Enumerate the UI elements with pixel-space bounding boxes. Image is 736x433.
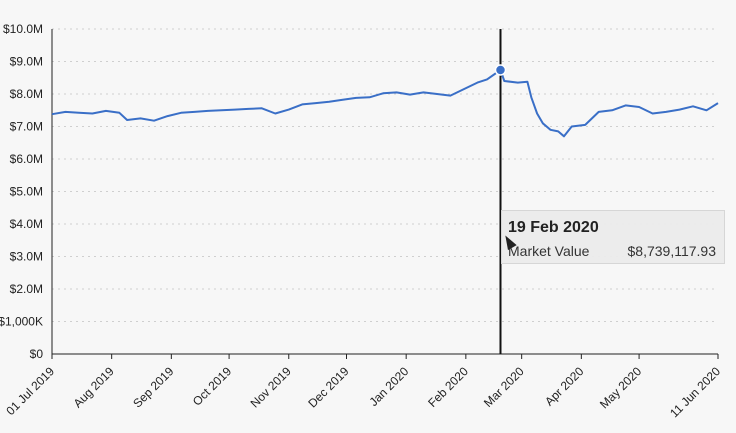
y-tick-label: $3.0M [10,250,43,264]
x-tick-label: Jan 2020 [366,364,411,409]
x-tick-label: Sep 2019 [130,364,176,410]
x-tick-label: 01 Jul 2019 [3,364,57,418]
x-tick-label: Aug 2019 [71,364,117,410]
hover-point-marker [494,64,507,76]
x-tick-label: May 2020 [597,364,644,411]
y-tick-label: $2.0M [10,282,43,296]
x-tick-label: Oct 2019 [190,364,235,409]
y-tick-label: $0 [30,347,44,361]
x-tick-label: Feb 2020 [425,364,471,410]
y-tick-label: $6.0M [10,152,43,166]
y-tick-label: $9.0M [10,55,43,69]
x-tick-label: Nov 2019 [248,364,294,410]
y-tick-label: $7.0M [10,120,43,134]
y-tick-label: $5.0M [10,185,43,199]
y-tick-label: $1,000K [0,315,43,329]
market-value-line [51,69,719,138]
x-tick-label: Dec 2019 [305,364,351,410]
y-tick-label: $8.0M [10,87,43,101]
x-tick-label: 11 Jun 2020 [667,364,723,420]
tooltip-series-name: Market Value [508,243,590,259]
x-tick-label: Mar 2020 [481,364,527,410]
tooltip-value: $8,739,117.93 [627,243,717,259]
tooltip-date: 19 Feb 2020 [508,219,599,236]
y-tick-label: $4.0M [10,217,43,231]
x-tick-label: Apr 2020 [542,364,587,409]
chart-tooltip: 19 Feb 2020 Market Value $8,739,117.93 [501,210,725,264]
y-tick-label: $10.0M [3,22,43,36]
